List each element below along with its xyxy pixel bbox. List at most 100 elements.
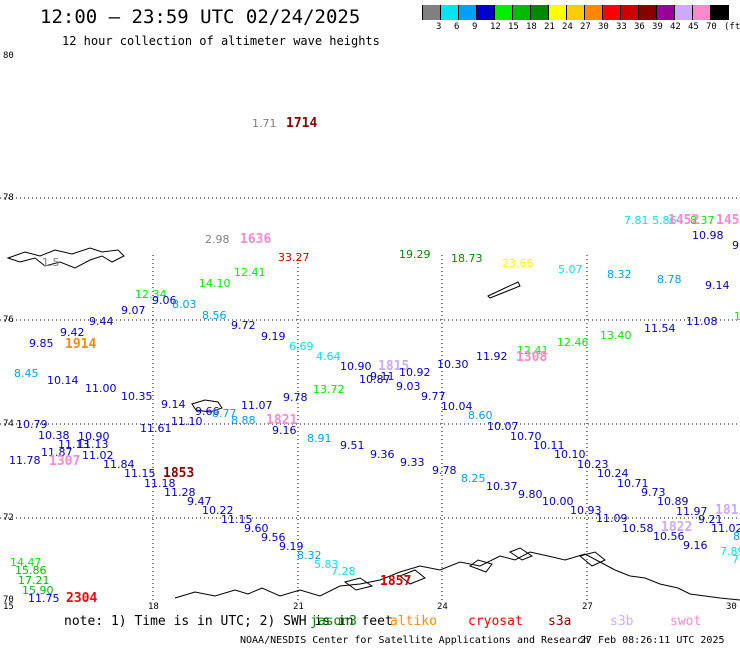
pass-time-label: 1452 bbox=[668, 213, 699, 228]
wave-height-value: 9.77 bbox=[421, 390, 446, 403]
legend-swatch bbox=[530, 5, 548, 20]
wave-height-value: 15.90 bbox=[22, 584, 54, 597]
wave-height-value: 2.98 bbox=[205, 233, 230, 246]
wave-height-value: 18.73 bbox=[451, 252, 483, 265]
wave-height-value: 8 bbox=[733, 530, 740, 543]
wave-height-value: 5.86 bbox=[652, 214, 677, 227]
wave-height-value: 9.33 bbox=[400, 456, 425, 469]
wave-height-value: 14.10 bbox=[199, 277, 231, 290]
wave-height-value: 10.24 bbox=[597, 467, 629, 480]
wave-height-value: 12.34 bbox=[135, 288, 167, 301]
wave-height-value: 9.06 bbox=[152, 294, 177, 307]
legend-label: 70 bbox=[706, 22, 717, 32]
wave-height-value: 11.97 bbox=[676, 505, 708, 518]
coastline bbox=[6, 247, 740, 601]
pass-time-label: 1815 bbox=[378, 359, 409, 374]
wave-height-value: 10.89 bbox=[657, 495, 689, 508]
coastline-segment bbox=[487, 281, 521, 299]
wave-height-value: 9.72 bbox=[231, 319, 256, 332]
legend-satellite-jason3: jason3 bbox=[310, 614, 357, 629]
wave-height-value: 8.32 bbox=[607, 268, 632, 281]
legend-swatch bbox=[692, 5, 710, 20]
wave-height-value: 10.92 bbox=[399, 366, 431, 379]
footer-note: note: 1) Time is in UTC; 2) SWH is in fe… bbox=[64, 614, 393, 629]
wave-height-value: 1.71 bbox=[252, 117, 277, 130]
legend-satellite-swot: swot bbox=[670, 614, 702, 629]
wave-height-value: 11.15 bbox=[124, 467, 156, 480]
pass-time-label: 1636 bbox=[240, 232, 271, 247]
wave-height-value: 10.11 bbox=[533, 439, 565, 452]
wave-height-value: 9.16 bbox=[272, 424, 297, 437]
wave-height-value: 9.14 bbox=[161, 398, 186, 411]
legend-label: 42 bbox=[670, 22, 681, 32]
wave-height-value: 11.09 bbox=[596, 512, 628, 525]
coastline-segment bbox=[578, 551, 606, 567]
wave-height-value: 10.23 bbox=[577, 458, 609, 471]
legend-swatch bbox=[602, 5, 620, 20]
legend-label: 30 bbox=[598, 22, 609, 32]
wave-height-value: 9.73 bbox=[641, 486, 666, 499]
wave-height-value: 9.44 bbox=[89, 315, 114, 328]
lon-tick-label: 24 bbox=[437, 602, 448, 612]
wave-height-value: 12.41 bbox=[234, 266, 266, 279]
wave-height-value: 10.22 bbox=[202, 504, 234, 517]
wave-height-value: 9.78 bbox=[283, 391, 308, 404]
wave-height-value: 15.86 bbox=[15, 564, 47, 577]
wave-height-value: 10.71 bbox=[617, 477, 649, 490]
wave-height-value: 10.93 bbox=[570, 504, 602, 517]
page-title: 12:00 — 23:59 UTC 02/24/2025 bbox=[40, 6, 361, 28]
lat-tick-label: 78 bbox=[3, 193, 14, 203]
legend-swatch bbox=[710, 5, 728, 20]
wave-height-value: 10.90 bbox=[78, 430, 110, 443]
wave-height-value: 11.07 bbox=[241, 399, 273, 412]
legend-swatch bbox=[440, 5, 458, 20]
wave-height-value: 11.92 bbox=[476, 350, 508, 363]
legend-swatch bbox=[422, 5, 440, 20]
pass-time-label: 145 bbox=[716, 213, 739, 228]
wave-height-value: 10.37 bbox=[486, 480, 518, 493]
wave-height-value: 11.18 bbox=[144, 477, 176, 490]
legend-swatch bbox=[476, 5, 494, 20]
wave-height-value: 10.30 bbox=[437, 358, 469, 371]
wave-height-value: 10.00 bbox=[542, 495, 574, 508]
legend-label: 12 bbox=[490, 22, 501, 32]
wave-height-value: 9.80 bbox=[518, 488, 543, 501]
legend-swatch bbox=[674, 5, 692, 20]
pass-time-label: 1914 bbox=[65, 337, 96, 352]
wave-height-value: 10.58 bbox=[622, 522, 654, 535]
legend-swatch bbox=[656, 5, 674, 20]
pass-time-label: 181 bbox=[715, 503, 739, 518]
wave-height-value: 8.56 bbox=[202, 309, 227, 322]
legend-swatch bbox=[566, 5, 584, 20]
wave-height-value: 11.02 bbox=[711, 522, 740, 535]
coastline-segment bbox=[399, 569, 426, 585]
wave-height-value: 9. bbox=[732, 239, 740, 252]
wave-height-value: 23.66 bbox=[502, 257, 534, 270]
wave-height-value: 10.10 bbox=[554, 448, 586, 461]
legend-label: 6 bbox=[454, 22, 460, 32]
wave-height-value: 19.29 bbox=[399, 248, 431, 261]
wave-height-value: 10.38 bbox=[38, 429, 70, 442]
lon-tick-label: 21 bbox=[293, 602, 304, 612]
wave-height-value: 11.28 bbox=[164, 486, 196, 499]
legend-label: 3 bbox=[436, 22, 442, 32]
wave-height-value: 1.5 bbox=[42, 256, 60, 269]
wave-height-value: 9.07 bbox=[121, 304, 146, 317]
legend-swatch bbox=[494, 5, 512, 20]
wave-height-value: 9.56 bbox=[261, 531, 286, 544]
wave-height-value: 8.37 bbox=[690, 214, 715, 227]
wave-height-value: 5.07 bbox=[558, 263, 583, 276]
legend-label: 9 bbox=[472, 22, 478, 32]
wave-height-value: 8.88 bbox=[231, 414, 256, 427]
wave-height-value: 9.14 bbox=[705, 279, 730, 292]
wave-height-value: 8.03 bbox=[172, 298, 197, 311]
wave-height-value: 1 bbox=[734, 310, 740, 323]
coastline-segment bbox=[191, 399, 223, 413]
wave-height-value: 9.42 bbox=[60, 326, 85, 339]
wave-height-value: 11.87 bbox=[41, 446, 73, 459]
lat-tick-label: 72 bbox=[3, 513, 14, 523]
lon-tick-label: 27 bbox=[582, 602, 593, 612]
wave-height-value: 12.46 bbox=[557, 336, 589, 349]
wave-height-value: 4.64 bbox=[316, 350, 341, 363]
